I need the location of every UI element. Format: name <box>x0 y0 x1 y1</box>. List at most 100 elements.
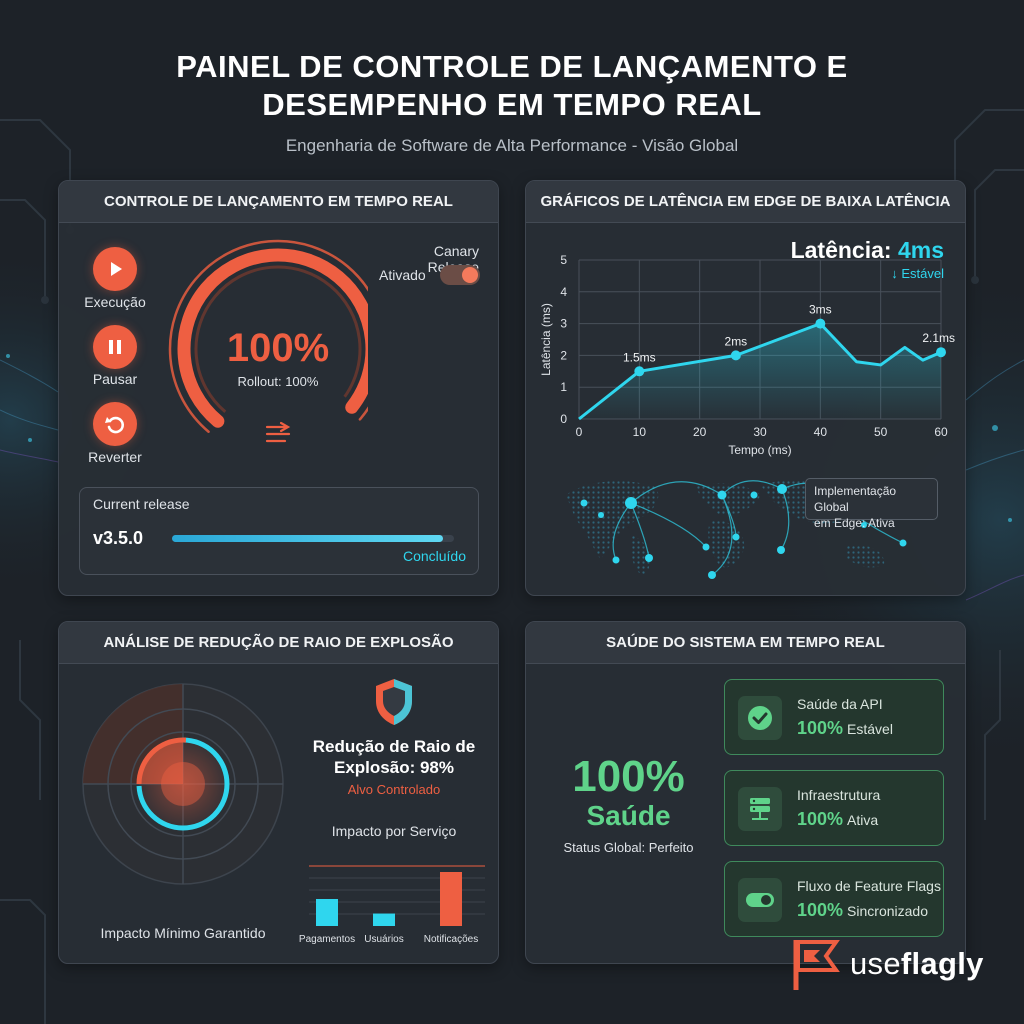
infra-status-line: 100% Ativa <box>797 809 878 830</box>
latency-data-label: 3ms <box>809 303 832 317</box>
current-release-label: Current release <box>93 496 190 512</box>
system-health-panel: SAÚDE DO SISTEMA EM TEMPO REAL 100% Saúd… <box>525 621 966 964</box>
y-tick-label: 5 <box>560 253 567 267</box>
flags-name: Fluxo de Feature Flags <box>797 878 941 894</box>
shield-icon <box>376 679 412 725</box>
latency-data-label: 2.1ms <box>922 331 955 345</box>
radar-caption: Impacto Mínimo Garantido <box>100 925 266 941</box>
latency-readout-value: 4ms <box>897 237 944 263</box>
latency-panel: GRÁFICOS DE LATÊNCIA EM EDGE DE BAIXA LA… <box>525 180 966 596</box>
release-panel-title: CONTROLE DE LANÇAMENTO EM TEMPO REAL <box>59 181 498 223</box>
map-note-line-1: Implementação Global <box>814 484 897 514</box>
release-progress-status: Concluído <box>402 548 466 564</box>
latency-point <box>730 350 741 361</box>
toggle-icon <box>738 878 782 922</box>
flags-status: Sincronizado <box>847 903 928 919</box>
latency-point <box>936 347 946 358</box>
latency-data-label: 2ms <box>725 334 748 348</box>
infra-name: Infraestrutura <box>797 787 881 803</box>
canary-status: Ativado <box>379 267 426 283</box>
blast-radar <box>82 683 284 885</box>
page-title-line-2: DESEMPENHO EM TEMPO REAL <box>262 87 762 122</box>
infra-pct: 100% <box>797 809 844 829</box>
brand-logo[interactable]: useflagly <box>790 934 984 994</box>
flag-logo-icon <box>793 940 840 990</box>
rollout-icon <box>265 421 291 443</box>
target-status: Alvo Controlado <box>347 782 441 797</box>
reduction-line-1: Redução de Raio de <box>312 737 476 756</box>
y-tick-label: 4 <box>560 285 567 299</box>
api-health-pct: 100% <box>797 718 844 738</box>
latency-status: ↓ Estável <box>891 266 944 281</box>
impact-bar-label: Notificações <box>424 934 478 945</box>
impact-bar <box>440 872 462 926</box>
x-tick-label: 50 <box>874 425 888 439</box>
global-status: Status Global: Perfeito <box>563 840 694 855</box>
brand-name: useflagly <box>850 946 984 982</box>
impact-title: Impacto por Serviço <box>331 823 457 839</box>
impact-chart: Pagamentos Usuários Notificações <box>299 865 485 945</box>
page-subtitle: Engenharia de Software de Alta Performan… <box>285 136 739 155</box>
x-tick-label: 30 <box>753 425 767 439</box>
blast-panel-title: ANÁLISE DE REDUÇÃO DE RAIO DE EXPLOSÃO <box>59 622 498 664</box>
play-button[interactable] <box>93 247 137 291</box>
canary-toggle[interactable] <box>440 265 480 285</box>
impact-bar-label: Usuários <box>364 934 403 945</box>
map-note-line-2: em Edge: Ativa <box>814 516 895 530</box>
pause-label: Pausar <box>92 371 138 387</box>
revert-button[interactable] <box>93 402 137 446</box>
pause-button[interactable] <box>93 325 137 369</box>
map-note: Implementação Global em Edge: Ativa <box>805 478 938 530</box>
health-card-flags[interactable]: Fluxo de Feature Flags 100% Sincronizado <box>724 861 944 937</box>
api-health-status-line: 100% Estável <box>797 718 893 739</box>
flags-pct: 100% <box>797 900 844 920</box>
api-health-name: Saúde da API <box>797 696 883 712</box>
latency-readout: Latência: 4ms <box>766 237 944 264</box>
y-tick-label: 0 <box>560 412 567 426</box>
latency-readout-label: Latência: <box>790 237 892 263</box>
page-header: PAINEL DE CONTROLE DE LANÇAMENTO E DESEM… <box>0 48 1024 156</box>
health-card-api[interactable]: Saúde da API 100% Estável <box>724 679 944 755</box>
latency-panel-title: GRÁFICOS DE LATÊNCIA EM EDGE DE BAIXA LA… <box>526 181 965 223</box>
rollout-gauge <box>168 239 368 459</box>
x-tick-label: 40 <box>814 425 828 439</box>
toggle-knob <box>462 267 478 283</box>
latency-point <box>815 318 826 329</box>
release-control-panel: CONTROLE DE LANÇAMENTO EM TEMPO REAL Exe… <box>58 180 499 596</box>
page-title-line-1: PAINEL DE CONTROLE DE LANÇAMENTO E <box>176 49 848 84</box>
health-card-infra[interactable]: Infraestrutura 100% Ativa <box>724 770 944 846</box>
y-tick-label: 1 <box>560 380 567 394</box>
latency-line <box>578 322 942 421</box>
server-icon <box>738 787 782 831</box>
impact-bar-label: Pagamentos <box>299 934 355 945</box>
x-tick-label: 0 <box>576 425 583 439</box>
infra-status: Ativa <box>847 812 879 828</box>
pause-icon <box>109 340 121 354</box>
brand-bold: flagly <box>900 946 984 981</box>
release-progress-fill <box>172 535 443 542</box>
health-big-label: Saúde <box>586 800 671 831</box>
check-icon <box>738 696 782 740</box>
x-tick-label: 20 <box>693 425 707 439</box>
x-axis-label: Tempo (ms) <box>728 443 791 457</box>
y-tick-label: 2 <box>560 348 567 362</box>
undo-icon <box>105 416 124 434</box>
flags-status-line: 100% Sincronizado <box>797 900 928 921</box>
current-release-box: Current release v3.5.0 Concluído <box>79 487 479 575</box>
reduction-text: Redução de Raio de Explosão: 98% <box>299 736 489 778</box>
impact-bar <box>316 899 338 926</box>
x-tick-label: 10 <box>633 425 647 439</box>
latency-data-label: 1.5ms <box>623 350 656 364</box>
release-version: v3.5.0 <box>93 528 144 548</box>
reduction-line-2: Explosão: 98% <box>334 758 454 777</box>
health-big-value: 100% <box>572 752 685 801</box>
play-icon <box>111 262 122 276</box>
latency-area <box>579 323 941 419</box>
impact-bar <box>373 913 395 926</box>
y-axis-label: Latência (ms) <box>539 303 553 376</box>
health-panel-title: SAÚDE DO SISTEMA EM TEMPO REAL <box>526 622 965 664</box>
brand-prefix: use <box>850 946 901 981</box>
blast-radius-panel: ANÁLISE DE REDUÇÃO DE RAIO DE EXPLOSÃO I… <box>58 621 499 964</box>
release-progress-track <box>172 535 454 542</box>
